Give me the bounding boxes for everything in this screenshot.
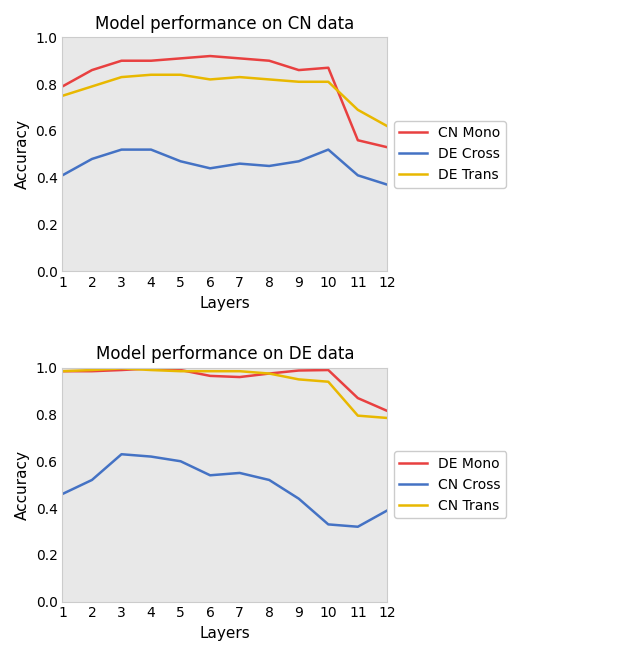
Line: CN Trans: CN Trans: [63, 369, 387, 418]
CN Cross: [324, 520, 332, 528]
DE Cross: [177, 157, 184, 165]
DE Mono: [354, 394, 362, 402]
Line: DE Cross: DE Cross: [63, 150, 387, 185]
DE Trans: [295, 78, 303, 86]
CN Trans: [59, 367, 67, 375]
DE Mono: [324, 366, 332, 374]
DE Cross: [383, 181, 391, 189]
CN Mono: [177, 54, 184, 62]
DE Mono: [118, 366, 125, 374]
DE Trans: [59, 92, 67, 100]
DE Trans: [383, 122, 391, 130]
CN Trans: [236, 367, 243, 375]
DE Cross: [59, 171, 67, 179]
Title: Model performance on CN data: Model performance on CN data: [95, 15, 355, 33]
DE Mono: [295, 367, 303, 375]
DE Mono: [177, 366, 184, 374]
CN Mono: [236, 54, 243, 62]
CN Cross: [206, 472, 214, 480]
CN Cross: [118, 450, 125, 458]
X-axis label: Layers: Layers: [200, 626, 250, 641]
DE Cross: [118, 146, 125, 154]
Y-axis label: Accuracy: Accuracy: [15, 119, 30, 190]
CN Cross: [236, 469, 243, 477]
CN Trans: [147, 366, 155, 374]
CN Trans: [324, 378, 332, 386]
DE Trans: [177, 71, 184, 79]
CN Cross: [295, 495, 303, 502]
CN Cross: [147, 453, 155, 461]
DE Mono: [59, 367, 67, 375]
DE Trans: [236, 73, 243, 81]
DE Mono: [206, 372, 214, 380]
Line: CN Mono: CN Mono: [63, 56, 387, 147]
CN Trans: [295, 375, 303, 383]
DE Mono: [88, 367, 96, 375]
CN Trans: [177, 367, 184, 375]
CN Mono: [59, 83, 67, 91]
DE Mono: [236, 373, 243, 381]
CN Mono: [295, 66, 303, 74]
DE Cross: [354, 171, 362, 179]
CN Cross: [59, 490, 67, 498]
CN Trans: [383, 414, 391, 422]
DE Trans: [118, 73, 125, 81]
DE Trans: [354, 106, 362, 113]
DE Trans: [266, 75, 273, 83]
DE Trans: [147, 71, 155, 79]
DE Cross: [236, 159, 243, 167]
DE Cross: [295, 157, 303, 165]
CN Cross: [177, 457, 184, 465]
CN Trans: [206, 367, 214, 375]
CN Cross: [383, 506, 391, 514]
X-axis label: Layers: Layers: [200, 296, 250, 311]
CN Cross: [354, 523, 362, 531]
CN Mono: [324, 64, 332, 72]
CN Mono: [147, 57, 155, 65]
Line: DE Trans: DE Trans: [63, 75, 387, 126]
Line: DE Mono: DE Mono: [63, 369, 387, 411]
CN Mono: [266, 57, 273, 65]
Legend: DE Mono, CN Cross, CN Trans: DE Mono, CN Cross, CN Trans: [394, 451, 506, 518]
CN Trans: [118, 365, 125, 373]
DE Cross: [147, 146, 155, 154]
DE Cross: [206, 165, 214, 173]
CN Mono: [118, 57, 125, 65]
Y-axis label: Accuracy: Accuracy: [15, 449, 30, 520]
DE Mono: [383, 407, 391, 415]
Legend: CN Mono, DE Cross, DE Trans: CN Mono, DE Cross, DE Trans: [394, 121, 506, 188]
CN Mono: [88, 66, 96, 74]
DE Trans: [324, 78, 332, 86]
CN Mono: [354, 136, 362, 144]
DE Mono: [266, 369, 273, 377]
DE Cross: [266, 162, 273, 170]
CN Cross: [88, 476, 96, 484]
DE Mono: [147, 365, 155, 373]
DE Trans: [88, 83, 96, 91]
CN Cross: [266, 476, 273, 484]
CN Mono: [206, 52, 214, 60]
DE Cross: [324, 146, 332, 154]
DE Trans: [206, 75, 214, 83]
CN Mono: [383, 143, 391, 151]
Line: CN Cross: CN Cross: [63, 454, 387, 527]
Title: Model performance on DE data: Model performance on DE data: [95, 345, 354, 363]
CN Trans: [88, 366, 96, 374]
CN Trans: [354, 412, 362, 420]
CN Trans: [266, 369, 273, 377]
DE Cross: [88, 155, 96, 163]
